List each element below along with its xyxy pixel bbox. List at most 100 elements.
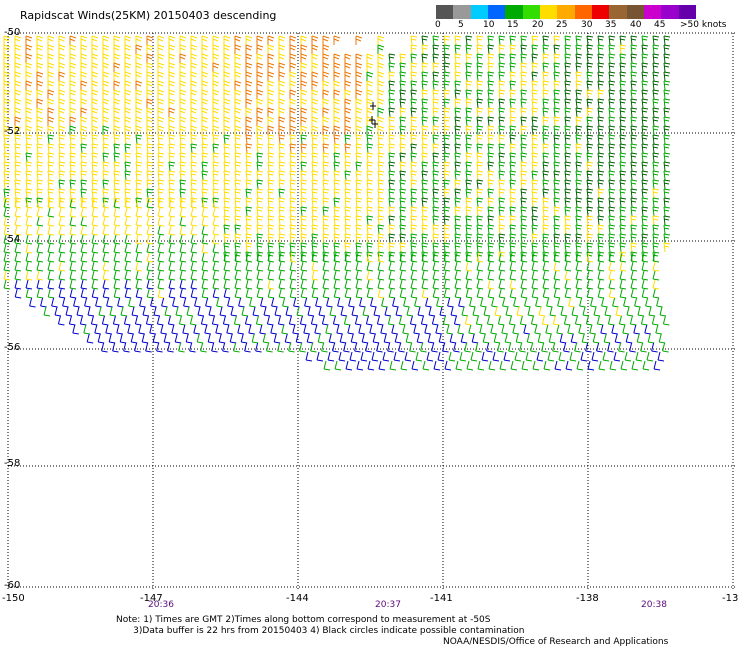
wind-barb bbox=[531, 316, 537, 325]
wind-barb bbox=[477, 225, 483, 234]
wind-barb bbox=[114, 117, 120, 126]
wind-barb bbox=[371, 298, 377, 307]
wind-barb bbox=[125, 271, 131, 280]
wind-barb bbox=[597, 316, 603, 325]
wind-barb bbox=[532, 45, 538, 54]
wind-barb bbox=[213, 72, 219, 81]
wind-barb bbox=[334, 289, 340, 298]
wind-barb bbox=[598, 117, 604, 126]
wind-barb bbox=[110, 307, 116, 316]
wind-barb bbox=[26, 217, 32, 226]
wind-barb bbox=[350, 352, 356, 361]
wind-barb bbox=[311, 316, 317, 325]
wind-barb bbox=[136, 180, 142, 189]
wind-barb bbox=[191, 126, 197, 135]
wind-barb bbox=[355, 343, 361, 352]
wind-barb bbox=[389, 144, 395, 153]
wind-barb bbox=[664, 162, 670, 171]
wind-barb bbox=[598, 262, 604, 271]
wind-barb bbox=[169, 226, 175, 235]
wind-barb bbox=[268, 36, 274, 45]
wind-barb bbox=[624, 298, 630, 307]
wind-barb bbox=[612, 325, 618, 334]
wind-barb bbox=[403, 325, 409, 334]
wind-barb bbox=[301, 216, 307, 225]
wind-barb bbox=[447, 325, 453, 334]
wind-barb bbox=[631, 234, 637, 243]
wind-barb bbox=[103, 108, 109, 117]
wind-barb bbox=[367, 108, 373, 117]
wind-barb bbox=[620, 126, 626, 135]
wind-barb bbox=[114, 162, 120, 171]
wind-barb bbox=[400, 162, 406, 171]
wind-barb bbox=[191, 162, 197, 171]
wind-barb bbox=[444, 189, 450, 198]
wind-barb bbox=[213, 189, 219, 198]
wind-barb bbox=[395, 334, 401, 343]
wind-barb bbox=[598, 207, 604, 216]
wind-barb bbox=[631, 243, 637, 252]
wind-barb bbox=[180, 208, 186, 217]
wind-barb bbox=[26, 99, 32, 108]
wind-barb bbox=[494, 334, 500, 343]
wind-barb bbox=[619, 316, 625, 325]
wind-barb bbox=[499, 81, 505, 90]
wind-barb bbox=[631, 135, 637, 144]
wind-barb bbox=[81, 54, 87, 63]
wind-barb bbox=[125, 226, 131, 235]
wind-barb bbox=[367, 162, 373, 171]
wind-barb bbox=[70, 144, 76, 153]
wind-barb bbox=[357, 361, 363, 370]
wind-barb bbox=[389, 72, 395, 81]
wind-barb bbox=[542, 316, 548, 325]
wind-barb bbox=[15, 271, 21, 280]
wind-barb bbox=[279, 135, 285, 144]
wind-barb bbox=[48, 171, 54, 180]
wind-barb bbox=[230, 334, 236, 343]
wind-barb bbox=[488, 225, 494, 234]
wind-barb bbox=[609, 81, 615, 90]
wind-barb bbox=[488, 234, 494, 243]
wind-barb bbox=[129, 298, 135, 307]
wind-barb bbox=[653, 90, 659, 99]
wind-barb bbox=[455, 90, 461, 99]
wind-barb bbox=[4, 81, 10, 90]
wind-barb bbox=[476, 343, 482, 352]
wind-barb bbox=[142, 334, 148, 343]
wind-barb bbox=[521, 126, 527, 135]
wind-barb bbox=[344, 343, 350, 352]
wind-barb bbox=[565, 198, 571, 207]
wind-barb bbox=[37, 289, 43, 298]
wind-barb bbox=[334, 271, 340, 280]
wind-barb bbox=[48, 126, 54, 135]
wind-barb bbox=[213, 244, 219, 253]
wind-barb bbox=[488, 171, 494, 180]
wind-barb bbox=[92, 45, 98, 54]
wind-barb bbox=[169, 81, 175, 90]
wind-barb bbox=[37, 171, 43, 180]
wind-barb bbox=[664, 36, 670, 45]
wind-barb bbox=[412, 361, 418, 370]
wind-barb bbox=[345, 72, 351, 81]
wind-barb bbox=[609, 280, 615, 289]
wind-barb bbox=[502, 325, 508, 334]
wind-barb bbox=[367, 72, 373, 81]
wind-barb bbox=[396, 307, 402, 316]
wind-barb bbox=[598, 243, 604, 252]
wind-barb bbox=[184, 298, 190, 307]
wind-barb bbox=[198, 307, 204, 316]
wind-barb bbox=[609, 144, 615, 153]
wind-barb bbox=[213, 217, 219, 226]
wind-barb bbox=[290, 225, 296, 234]
wind-barb bbox=[400, 144, 406, 153]
wind-barb bbox=[202, 189, 208, 198]
wind-barb bbox=[543, 262, 549, 271]
wind-barb bbox=[114, 63, 120, 72]
wind-barb bbox=[510, 144, 516, 153]
wind-barb bbox=[48, 117, 54, 126]
wind-barb bbox=[510, 108, 516, 117]
wind-barb bbox=[125, 135, 131, 144]
wind-barb bbox=[499, 117, 505, 126]
wind-barb bbox=[356, 216, 362, 225]
wind-barb bbox=[114, 153, 120, 162]
